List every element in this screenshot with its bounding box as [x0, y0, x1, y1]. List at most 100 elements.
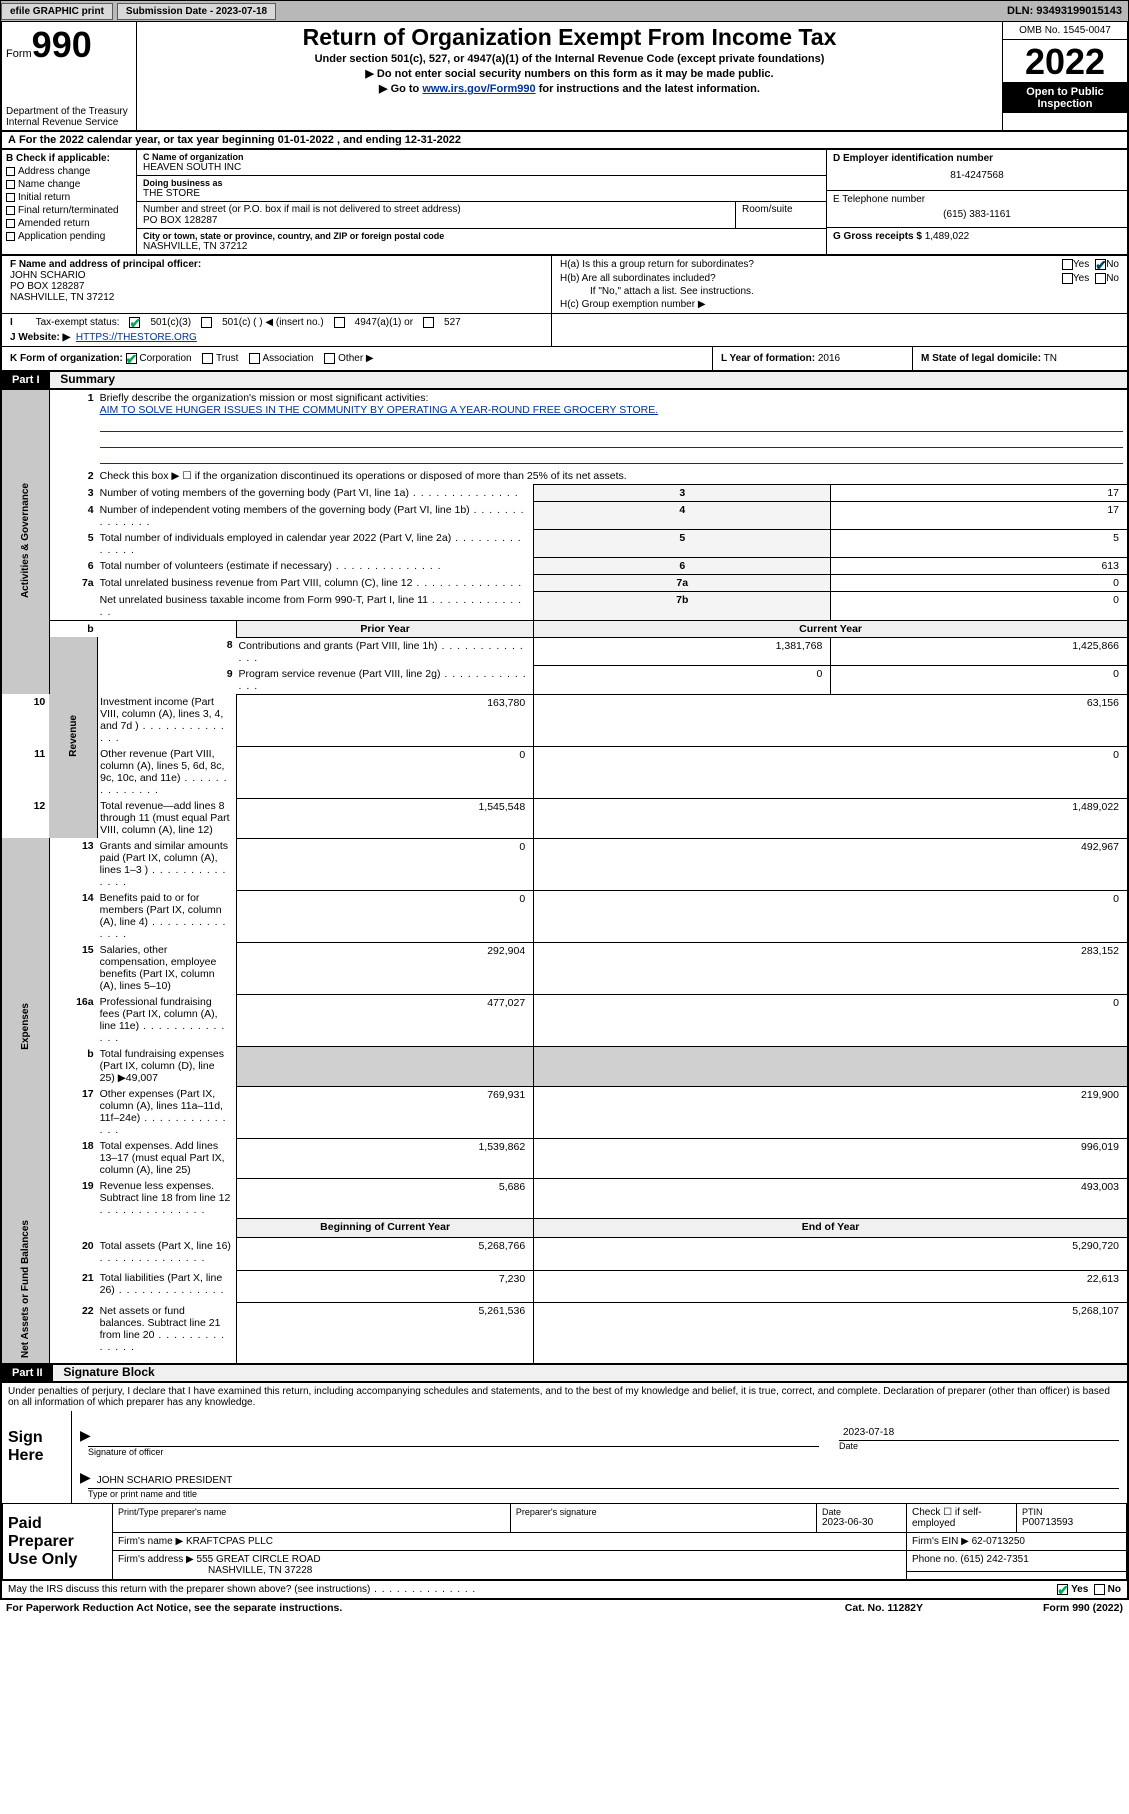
- entity-block: B Check if applicable: Address change Na…: [0, 150, 1129, 256]
- p12: 1,545,548: [237, 798, 534, 838]
- c18: 996,019: [534, 1138, 1128, 1178]
- efile-button[interactable]: efile GRAPHIC print: [1, 3, 113, 20]
- sub3-pre: ▶ Go to: [379, 83, 422, 95]
- mission-text[interactable]: AIM TO SOLVE HUNGER ISSUES IN THE COMMUN…: [100, 404, 659, 416]
- ein-label: D Employer identification number: [833, 153, 993, 164]
- line22: Net assets or fund balances. Subtract li…: [98, 1303, 237, 1364]
- irs-link[interactable]: www.irs.gov/Form990: [422, 83, 535, 95]
- row-a-text: For the 2022 calendar year, or tax year …: [19, 134, 461, 146]
- section-i-j: I Tax-exempt status: 501(c)(3) 501(c) ( …: [2, 314, 552, 346]
- checkbox-final[interactable]: [6, 206, 15, 215]
- f-label: F Name and address of principal officer:: [10, 259, 201, 270]
- sig-officer-label: Signature of officer: [80, 1447, 819, 1457]
- declaration-text: Under penalties of perjury, I declare th…: [2, 1383, 1127, 1411]
- 4947-checkbox[interactable]: [334, 317, 345, 328]
- line16b: Total fundraising expenses (Part IX, col…: [98, 1046, 237, 1086]
- p18: 1,539,862: [237, 1138, 534, 1178]
- arrow-icon: ▶: [80, 1469, 91, 1486]
- p22: 5,261,536: [237, 1303, 534, 1364]
- line16a: Professional fundraising fees (Part IX, …: [98, 994, 237, 1046]
- line17: Other expenses (Part IX, column (A), lin…: [98, 1086, 237, 1138]
- hb-no-checkbox[interactable]: [1095, 273, 1106, 284]
- line13: Grants and similar amounts paid (Part IX…: [98, 838, 237, 890]
- col-b-header: B Check if applicable:: [6, 153, 110, 164]
- m-value: TN: [1044, 353, 1057, 364]
- website-link[interactable]: HTTPS://THESTORE.ORG: [76, 332, 197, 343]
- lbl-final: Final return/terminated: [18, 205, 119, 216]
- city-value: NASHVILLE, TN 37212: [143, 241, 820, 252]
- section-h: H(a) Is this a group return for subordin…: [552, 256, 1127, 313]
- ha-yes-checkbox[interactable]: [1062, 259, 1073, 270]
- checkbox-initial[interactable]: [6, 193, 15, 202]
- prior-year-hdr: Prior Year: [237, 620, 534, 637]
- officer-addr2: NASHVILLE, TN 37212: [10, 292, 543, 303]
- bcy-hdr: Beginning of Current Year: [237, 1218, 534, 1238]
- 501c3-label: 501(c)(3): [150, 317, 191, 328]
- p10: 163,780: [237, 694, 534, 746]
- checkbox-app-pending[interactable]: [6, 232, 15, 241]
- checkbox-amended[interactable]: [6, 219, 15, 228]
- paid-preparer-label: Paid Preparer Use Only: [3, 1504, 113, 1580]
- c12: 1,489,022: [534, 798, 1128, 838]
- line9: Program service revenue (Part VIII, line…: [237, 666, 534, 695]
- c20: 5,290,720: [534, 1238, 1128, 1270]
- header-sub1: Under section 501(c), 527, or 4947(a)(1)…: [143, 53, 996, 65]
- checkbox-address[interactable]: [6, 167, 15, 176]
- m-label: M State of legal domicile:: [921, 353, 1041, 364]
- footer-left: For Paperwork Reduction Act Notice, see …: [6, 1602, 342, 1614]
- grey16b-p: [237, 1046, 534, 1086]
- part2-label: Part II: [2, 1365, 53, 1381]
- val-6: 613: [831, 558, 1128, 575]
- corp-label: Corporation: [139, 353, 191, 364]
- 501c3-checkbox[interactable]: [129, 317, 140, 328]
- val-3: 17: [831, 485, 1128, 502]
- tel-label: E Telephone number: [833, 194, 1121, 205]
- ha-no-checkbox[interactable]: [1095, 259, 1106, 270]
- discuss-no-checkbox[interactable]: [1094, 1584, 1105, 1595]
- discuss-question: May the IRS discuss this return with the…: [8, 1584, 1057, 1595]
- discuss-yes-checkbox[interactable]: [1057, 1584, 1068, 1595]
- hb-yes-checkbox[interactable]: [1062, 273, 1073, 284]
- checkbox-name[interactable]: [6, 180, 15, 189]
- line10: Investment income (Part VIII, column (A)…: [98, 694, 237, 746]
- c10: 63,156: [534, 694, 1128, 746]
- ptin-cell: PTINP00713593: [1017, 1504, 1127, 1533]
- ha-no: No: [1106, 259, 1119, 270]
- submission-date-button[interactable]: Submission Date - 2023-07-18: [117, 3, 276, 20]
- line15: Salaries, other compensation, employee b…: [98, 942, 237, 994]
- officer-name-title: JOHN SCHARIO PRESIDENT: [97, 1475, 233, 1486]
- p15: 292,904: [237, 942, 534, 994]
- firm-addr-cell: Firm's address ▶ 555 GREAT CIRCLE ROADNA…: [113, 1551, 907, 1580]
- trust-checkbox[interactable]: [202, 353, 213, 364]
- dept-treasury: Department of the Treasury: [6, 106, 132, 117]
- dba-label: Doing business as: [143, 178, 820, 188]
- row-a-tax-year: A For the 2022 calendar year, or tax yea…: [0, 132, 1129, 150]
- top-bar: efile GRAPHIC print Submission Date - 20…: [0, 0, 1129, 22]
- c11: 0: [534, 746, 1128, 798]
- l-value: 2016: [818, 353, 840, 364]
- corp-checkbox[interactable]: [126, 353, 137, 364]
- val-7a: 0: [831, 575, 1128, 592]
- p20: 5,268,766: [237, 1238, 534, 1270]
- c22: 5,268,107: [534, 1303, 1128, 1364]
- trust-label: Trust: [216, 353, 238, 364]
- street-label: Number and street (or P.O. box if mail i…: [143, 204, 729, 215]
- c8: 1,425,866: [831, 637, 1128, 666]
- hb-question: H(b) Are all subordinates included?: [560, 273, 1062, 284]
- section-f-through-m: F Name and address of principal officer:…: [0, 256, 1129, 372]
- other-checkbox[interactable]: [324, 353, 335, 364]
- 501c-checkbox[interactable]: [201, 317, 212, 328]
- c21: 22,613: [534, 1270, 1128, 1302]
- footer-right: Form 990 (2022): [1043, 1602, 1123, 1614]
- l-label: L Year of formation:: [721, 353, 815, 364]
- hc-label: H(c) Group exemption number ▶: [560, 299, 1119, 310]
- grey16b-c: [534, 1046, 1128, 1086]
- 527-checkbox[interactable]: [423, 317, 434, 328]
- footer-mid: Cat. No. 11282Y: [845, 1602, 923, 1614]
- dba-name: THE STORE: [143, 188, 820, 199]
- lbl-initial: Initial return: [18, 192, 70, 203]
- discuss-row: May the IRS discuss this return with the…: [2, 1580, 1127, 1598]
- assoc-checkbox[interactable]: [249, 353, 260, 364]
- p11: 0: [237, 746, 534, 798]
- section-klm: K Form of organization: Corporation Trus…: [2, 346, 1127, 370]
